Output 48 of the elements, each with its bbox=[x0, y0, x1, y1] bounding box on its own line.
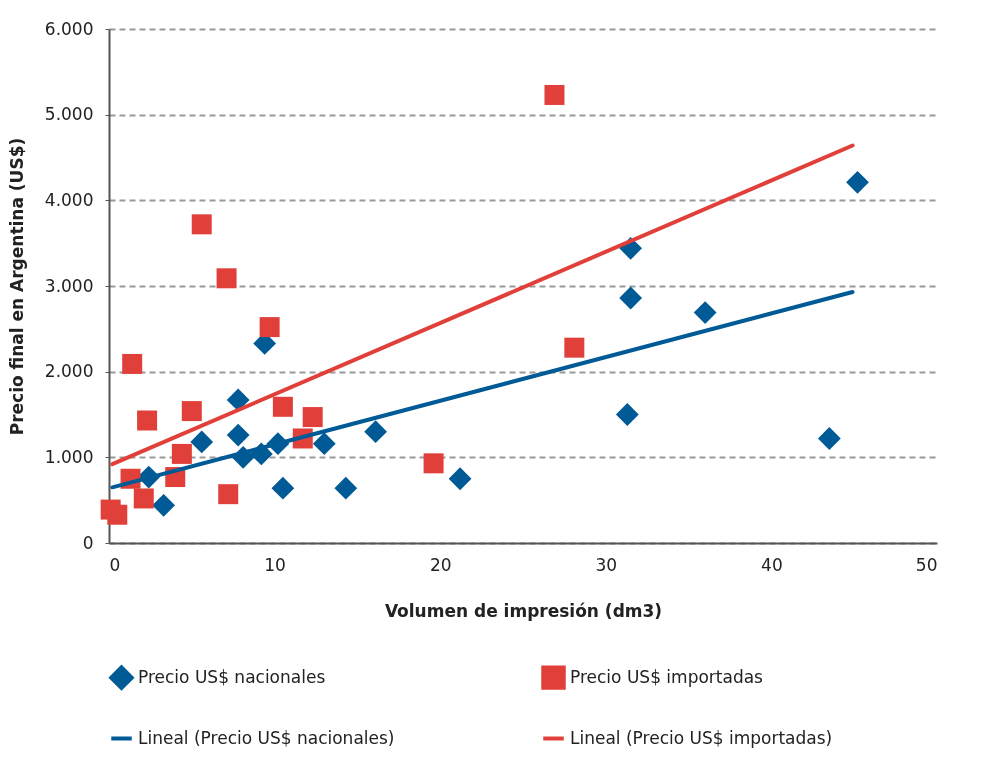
point bbox=[334, 476, 358, 500]
y-tick-label: 0 bbox=[82, 532, 94, 553]
x-tick-label: 20 bbox=[429, 554, 452, 575]
point bbox=[191, 214, 212, 235]
point bbox=[312, 432, 336, 456]
x-tick-label: 10 bbox=[264, 554, 286, 575]
point bbox=[564, 337, 585, 358]
point bbox=[190, 430, 214, 454]
point bbox=[615, 403, 639, 426]
point bbox=[271, 476, 295, 500]
point bbox=[448, 467, 472, 491]
legend-label: Precio US$ nacionales bbox=[138, 666, 326, 687]
point bbox=[122, 353, 143, 374]
x-tick-label: 50 bbox=[915, 554, 938, 575]
x-tick-label: 0 bbox=[109, 554, 121, 575]
legend-label: Lineal (Precio US$ importadas) bbox=[570, 727, 833, 748]
point bbox=[226, 423, 250, 447]
legend-label: Precio US$ importadas bbox=[570, 666, 764, 687]
point bbox=[619, 286, 643, 310]
point bbox=[226, 388, 250, 412]
legend-label: Lineal (Precio US$ nacionales) bbox=[138, 727, 395, 748]
point bbox=[302, 407, 323, 428]
point bbox=[846, 170, 869, 194]
y-tick-label: 5.000 bbox=[44, 104, 94, 125]
x-axis-title: Volumen de impresión (dm3) bbox=[384, 600, 663, 621]
x-tick-label: 40 bbox=[761, 554, 783, 575]
y-tick-label: 2.000 bbox=[44, 361, 94, 382]
point bbox=[181, 401, 202, 422]
y-tick-label: 1.000 bbox=[44, 446, 94, 467]
point bbox=[218, 484, 239, 505]
point bbox=[423, 453, 444, 474]
point bbox=[364, 420, 388, 444]
point bbox=[259, 317, 280, 338]
point bbox=[152, 493, 176, 517]
point bbox=[693, 301, 717, 324]
point bbox=[216, 268, 237, 289]
x-tick-label: 30 bbox=[595, 554, 618, 575]
point bbox=[171, 443, 192, 464]
point bbox=[137, 410, 158, 431]
y-axis-title: Precio final en Argentina (US$) bbox=[6, 137, 27, 436]
point bbox=[107, 504, 128, 525]
y-tick-label: 3.000 bbox=[44, 275, 94, 296]
point bbox=[133, 488, 154, 509]
point bbox=[544, 84, 565, 105]
y-tick-label: 6.000 bbox=[44, 18, 94, 39]
y-tick-label: 4.000 bbox=[44, 189, 94, 210]
point bbox=[817, 427, 841, 450]
point bbox=[272, 396, 293, 417]
